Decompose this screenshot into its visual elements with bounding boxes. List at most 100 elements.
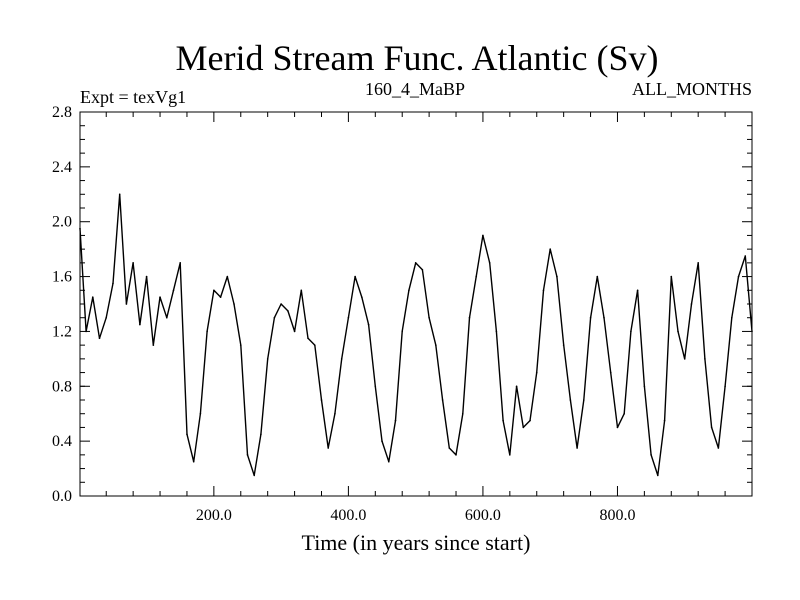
data-point — [576, 447, 578, 449]
data-point — [522, 426, 525, 429]
data-point — [361, 296, 363, 298]
data-point — [387, 460, 390, 463]
axis-ticks — [80, 111, 752, 497]
data-point — [199, 412, 202, 415]
data-point — [186, 433, 188, 436]
data-point — [354, 275, 356, 278]
y-tick-label: 0.0 — [52, 488, 72, 505]
data-point — [118, 193, 121, 196]
y-tick-label: 2.8 — [52, 104, 72, 121]
chart-title: Merid Stream Func. Atlantic (Sv) — [176, 38, 659, 78]
data-point — [529, 419, 531, 422]
data-point — [724, 385, 726, 388]
data-point — [448, 447, 451, 449]
subtitle-center: 160_4_MaBP — [365, 79, 465, 99]
y-tick-label: 2.0 — [52, 214, 72, 231]
y-tick-label: 1.2 — [52, 323, 72, 340]
data-point — [367, 323, 370, 326]
data-point — [401, 330, 404, 333]
data-point — [98, 337, 101, 340]
data-point — [744, 255, 747, 257]
subtitle-left: Expt = texVg1 — [80, 87, 186, 107]
data-point — [690, 303, 693, 305]
data-point — [737, 275, 740, 278]
data-point — [192, 460, 195, 463]
data-point — [287, 310, 289, 312]
data-point — [266, 358, 269, 360]
data-point — [347, 316, 350, 319]
data-point — [139, 323, 141, 326]
data-point — [509, 454, 511, 456]
data-point — [428, 316, 430, 319]
data-point — [589, 316, 592, 319]
data-point — [441, 399, 444, 401]
data-point — [663, 419, 666, 422]
y-tick-label: 0.8 — [52, 378, 72, 395]
data-point — [159, 296, 161, 298]
data-point — [165, 316, 168, 319]
data-point — [260, 433, 262, 436]
plot-frame — [79, 111, 753, 497]
data-point — [475, 275, 478, 278]
data-point — [233, 303, 235, 305]
data-point — [145, 275, 148, 278]
data-point — [179, 262, 182, 264]
data-point — [542, 289, 545, 292]
y-tick-label: 0.4 — [52, 433, 72, 450]
data-point — [79, 227, 81, 230]
data-point — [616, 426, 619, 429]
data-point — [569, 399, 572, 401]
data-point — [549, 248, 551, 250]
data-point — [273, 316, 276, 319]
data-point — [125, 303, 128, 305]
data-point — [435, 344, 437, 346]
data-point — [112, 282, 114, 285]
y-tick-label: 1.6 — [52, 269, 72, 286]
data-point — [313, 344, 316, 346]
data-point — [562, 344, 565, 346]
data-point — [300, 289, 303, 292]
data-point — [657, 474, 659, 477]
data-point — [421, 268, 424, 271]
data-point — [219, 296, 222, 298]
data-point — [340, 358, 343, 360]
data-point — [630, 330, 632, 333]
x-axis-label: Time (in years since start) — [302, 530, 531, 555]
subtitle-right: ALL_MONTHS — [632, 79, 752, 99]
data-point — [152, 344, 155, 346]
data-point — [670, 275, 673, 278]
data-point — [468, 316, 471, 319]
data-point — [408, 289, 410, 292]
data-point — [495, 330, 498, 333]
data-point — [556, 275, 558, 278]
y-tick-label: 2.4 — [52, 159, 72, 176]
x-tick-label: 400.0 — [330, 507, 366, 524]
data-point — [596, 275, 599, 278]
series-points — [79, 193, 753, 477]
data-point — [650, 454, 652, 456]
data-point — [172, 289, 175, 292]
data-point — [515, 385, 518, 388]
data-point — [253, 474, 256, 477]
x-tick-label: 200.0 — [196, 507, 232, 524]
data-point — [381, 440, 383, 442]
data-point — [502, 419, 504, 422]
data-point — [677, 330, 679, 333]
data-point — [91, 296, 94, 298]
x-tick-label: 800.0 — [599, 507, 635, 524]
series-line — [79, 193, 753, 477]
data-point — [535, 371, 538, 374]
data-point — [213, 289, 215, 292]
data-point — [334, 412, 336, 415]
data-point — [704, 358, 706, 360]
y-tick-labels: 0.0 0.4 0.8 1.2 1.6 2.0 2.4 2.8 — [52, 104, 72, 505]
data-point — [623, 412, 625, 415]
data-point — [583, 399, 585, 401]
data-point — [609, 371, 612, 374]
data-point — [636, 289, 639, 292]
data-point — [320, 399, 323, 401]
data-point — [414, 262, 417, 264]
data-point — [239, 344, 242, 346]
data-point — [307, 337, 309, 340]
